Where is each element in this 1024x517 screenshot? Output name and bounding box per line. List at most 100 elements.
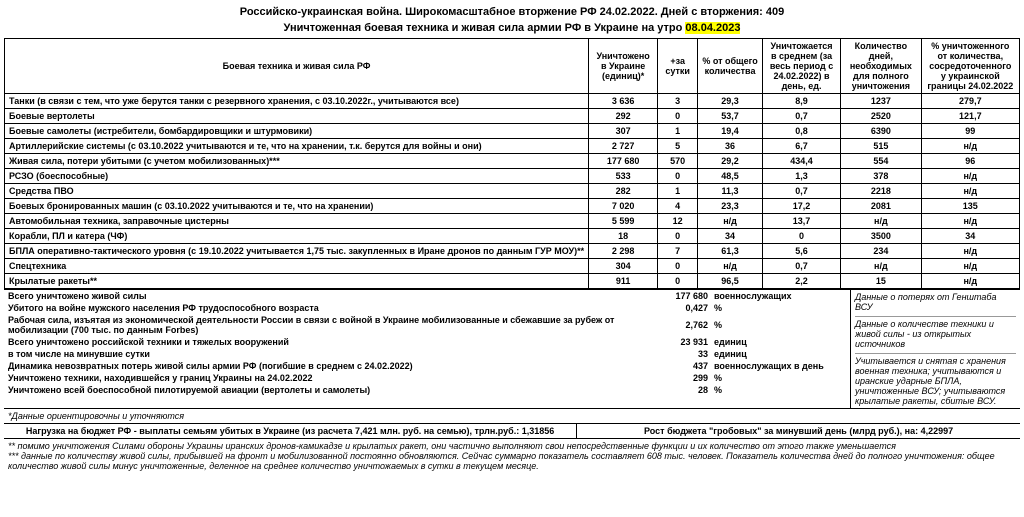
row-border: н/д [921,244,1019,259]
col-equipment: Боевая техника и живая сила РФ [5,39,589,94]
summary-label: Убитого на войне мужского населения РФ т… [4,302,671,314]
summary-row: Уничтожено всей боеспособной пилотируемо… [4,384,850,396]
row-avg: 0 [762,229,840,244]
summary-row: Рабочая сила, изъятая из экономической д… [4,314,850,336]
row-avg: 434,4 [762,154,840,169]
col-daily: +за сутки [658,39,698,94]
row-border: н/д [921,139,1019,154]
row-avg: 0,7 [762,109,840,124]
row-daily: 0 [658,109,698,124]
row-border: н/д [921,169,1019,184]
row-destroyed: 282 [589,184,658,199]
summary-unit: единиц [710,348,850,360]
header-line1: Российско-украинская война. Широкомасшта… [4,4,1020,20]
row-percent: 96,5 [698,274,763,289]
col-border: % уничтоженного от количества, сосредото… [921,39,1019,94]
summary-unit: военнослужащих в день [710,360,850,372]
row-avg: 6,7 [762,139,840,154]
sidebar-p1: Данные о потерях от Генштаба ВСУ [855,292,1016,312]
col-days: Количество дней, необходимых для полного… [841,39,922,94]
row-daily: 3 [658,94,698,109]
row-days: 378 [841,169,922,184]
row-daily: 7 [658,244,698,259]
row-days: 515 [841,139,922,154]
budget-left: Нагрузка на бюджет РФ - выплаты семьям у… [4,424,577,438]
row-destroyed: 533 [589,169,658,184]
row-label: Танки (в связи с тем, что уже берутся та… [5,94,589,109]
row-border: 121,7 [921,109,1019,124]
summary-label: Рабочая сила, изъятая из экономической д… [4,314,671,336]
row-avg: 17,2 [762,199,840,214]
row-percent: 11,3 [698,184,763,199]
row-destroyed: 911 [589,274,658,289]
summary-unit: военнослужащих [710,290,850,302]
row-percent: 48,5 [698,169,763,184]
summary-value: 0,427 [671,302,710,314]
footnote-b: *** данные по количеству живой силы, при… [8,451,1016,471]
table-row: Боевые самолеты (истребители, бомбардиро… [5,124,1020,139]
summary-label: Уничтожено техники, находившейся у грани… [4,372,671,384]
col-destroyed: Уничтожено в Украине (единиц)* [589,39,658,94]
row-days: 554 [841,154,922,169]
summary-value: 299 [671,372,710,384]
summary-sidebar: Данные о потерях от Генштаба ВСУ Данные … [850,290,1020,408]
row-border: 99 [921,124,1019,139]
row-days: 234 [841,244,922,259]
header-subtitle: Уничтоженная боевая техника и живая сила… [284,22,686,34]
row-label: РСЗО (боеспособные) [5,169,589,184]
row-percent: н/д [698,214,763,229]
row-days: 3500 [841,229,922,244]
row-percent: 19,4 [698,124,763,139]
row-avg: 13,7 [762,214,840,229]
row-daily: 0 [658,274,698,289]
row-label: Средства ПВО [5,184,589,199]
summary-value: 33 [671,348,710,360]
header-text: Российско-украинская война. Широкомасшта… [240,6,763,18]
row-avg: 0,7 [762,184,840,199]
row-label: Спецтехника [5,259,589,274]
row-days: н/д [841,214,922,229]
row-destroyed: 3 636 [589,94,658,109]
row-percent: 61,3 [698,244,763,259]
row-destroyed: 2 727 [589,139,658,154]
row-daily: 4 [658,199,698,214]
header-line2: Уничтоженная боевая техника и живая сила… [4,20,1020,36]
summary-row: Динамика невозвратных потерь живой силы … [4,360,850,372]
row-destroyed: 292 [589,109,658,124]
summary-label: Уничтожено всей боеспособной пилотируемо… [4,384,671,396]
row-border: н/д [921,259,1019,274]
table-row: Средства ПВО282111,30,72218н/д [5,184,1020,199]
summary-row: Всего уничтожено живой силы177 680военно… [4,290,850,302]
row-daily: 0 [658,259,698,274]
row-label: Автомобильная техника, заправочные цисте… [5,214,589,229]
row-border: н/д [921,184,1019,199]
row-daily: 0 [658,229,698,244]
row-percent: 29,3 [698,94,763,109]
row-days: 1237 [841,94,922,109]
summary-unit: % [710,384,850,396]
row-destroyed: 304 [589,259,658,274]
col-percent: % от общего количества [698,39,763,94]
row-border: 135 [921,199,1019,214]
row-daily: 1 [658,184,698,199]
table-row: БПЛА оперативно-тактического уровня (с 1… [5,244,1020,259]
row-days: н/д [841,259,922,274]
row-destroyed: 2 298 [589,244,658,259]
row-avg: 2,2 [762,274,840,289]
footnote-a: ** помимо уничтожения Силами обороны Укр… [8,441,1016,451]
row-percent: 23,3 [698,199,763,214]
sidebar-p3: Учитывается и снятая с хранения военная … [855,353,1016,406]
row-percent: 34 [698,229,763,244]
row-daily: 12 [658,214,698,229]
table-row: Боевые вертолеты292053,70,72520121,7 [5,109,1020,124]
row-days: 6390 [841,124,922,139]
row-daily: 1 [658,124,698,139]
summary-unit: % [710,302,850,314]
col-avg: Уничтожается в среднем (за весь период с… [762,39,840,94]
row-avg: 5,6 [762,244,840,259]
row-label: Живая сила, потери убитыми (с учетом моб… [5,154,589,169]
row-avg: 1,3 [762,169,840,184]
row-avg: 8,9 [762,94,840,109]
row-destroyed: 5 599 [589,214,658,229]
row-avg: 0,7 [762,259,840,274]
